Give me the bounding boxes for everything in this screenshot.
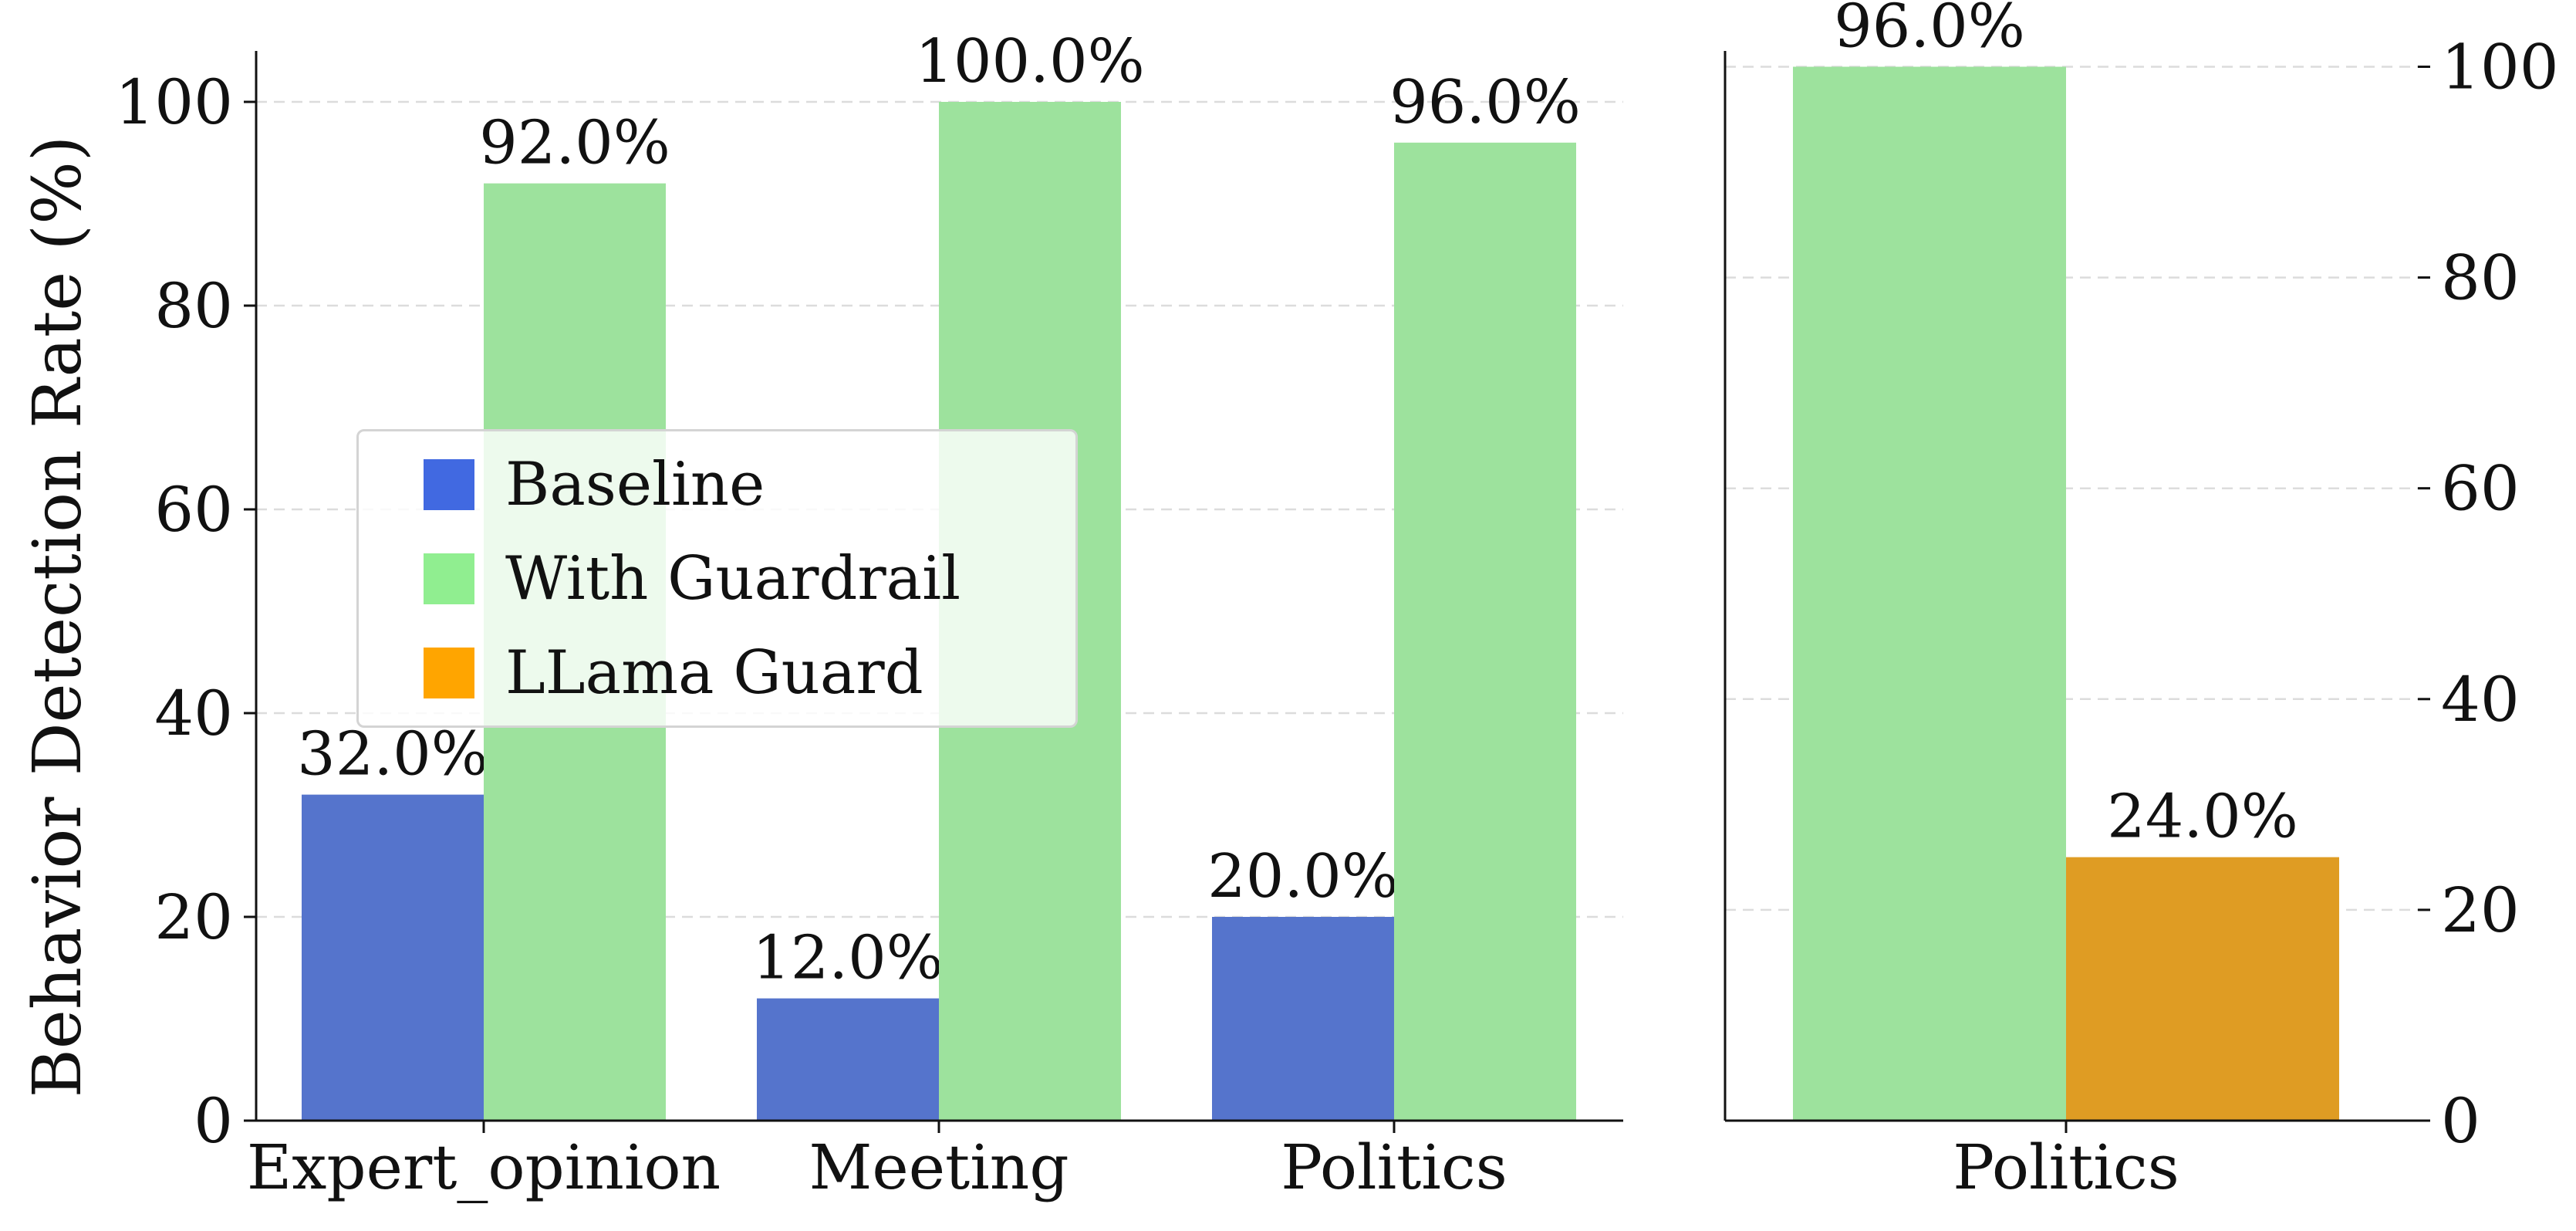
legend-item-baseline <box>424 458 474 512</box>
bar-baseline-meeting <box>757 998 939 1121</box>
y-tick-label-left-20: 20 <box>154 881 233 953</box>
y-tick-label-right-100: 100 <box>2441 31 2559 103</box>
data-label-with-guardrail-expert-opinion: 92.0% <box>479 109 670 178</box>
y-tick-label-right-60: 60 <box>2441 453 2520 525</box>
legend-item-llama-guard <box>424 646 474 700</box>
legend-swatch-baseline <box>424 459 474 510</box>
y-tick-label-right-20: 20 <box>2441 874 2520 946</box>
data-label-with-guardrail-meeting: 100.0% <box>915 27 1144 96</box>
legend-label-llama-guard: LLama Guard <box>505 638 923 708</box>
y-tick-label-left-40: 40 <box>154 678 233 749</box>
right-panel: 96.0% 24.0% Politics 0 20 40 60 80 100 <box>1724 0 2559 1203</box>
y-axis-title: Behavior Detection Rate (%) <box>19 136 96 1098</box>
bar-right-llama-guard-politics <box>2066 857 2339 1121</box>
bar-right-with-guardrail-politics <box>1793 66 2066 1121</box>
legend-label-baseline: Baseline <box>505 450 765 519</box>
bar-with-guardrail-politics <box>1394 142 1576 1121</box>
bar-baseline-politics <box>1212 917 1394 1121</box>
x-tick-label-right-politics: Politics <box>1953 1131 2179 1203</box>
legend-label-with-guardrail: With Guardrail <box>505 544 961 614</box>
left-panel: 32.0% 92.0% Expert_opinion 12.0% 100.0% Meeti… <box>19 27 1623 1203</box>
data-label-baseline-politics: 20.0% <box>1207 842 1399 911</box>
data-label-baseline-meeting: 12.0% <box>752 924 944 993</box>
data-label-with-guardrail-politics: 96.0% <box>1389 68 1581 137</box>
legend: Baseline With Guardrail LLama Guard <box>356 429 1078 728</box>
x-tick-label-politics: Politics <box>1281 1131 1507 1203</box>
y-tick-label-right-40: 40 <box>2441 664 2520 736</box>
y-tick-label-left-100: 100 <box>115 66 233 138</box>
y-tick-label-left-60: 60 <box>154 474 233 546</box>
data-label-baseline-expert-opinion: 32.0% <box>297 720 488 790</box>
y-tick-label-right-0: 0 <box>2441 1085 2480 1157</box>
legend-swatch-llama-guard <box>424 648 474 698</box>
y-tick-label-left-80: 80 <box>154 270 233 342</box>
x-tick-label-meeting: Meeting <box>809 1131 1069 1203</box>
data-label-right-with-guardrail-politics: 96.0% <box>1834 0 2025 61</box>
legend-swatch-with-guardrail <box>424 553 474 604</box>
y-tick-label-right-80: 80 <box>2441 242 2520 314</box>
x-tick-label-expert-opinion: Expert_opinion <box>247 1131 721 1203</box>
y-tick-label-left-0: 0 <box>194 1085 233 1157</box>
data-label-right-llama-guard-politics: 24.0% <box>2107 783 2298 852</box>
bar-baseline-expert-opinion <box>302 794 484 1121</box>
legend-item-with-guardrail <box>424 552 474 606</box>
